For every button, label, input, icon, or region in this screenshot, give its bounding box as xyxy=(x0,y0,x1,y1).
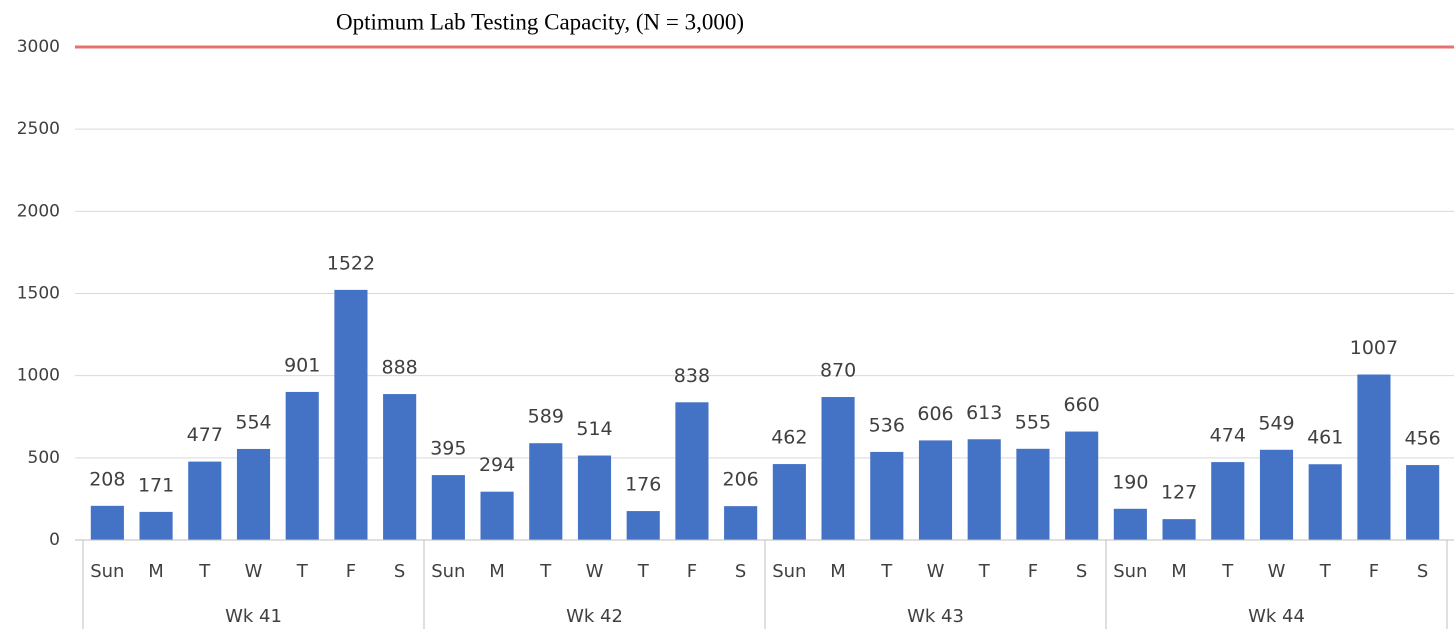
bar xyxy=(918,440,953,540)
data-label: 888 xyxy=(382,357,418,379)
x-tick-label: T xyxy=(637,561,650,582)
x-tick-label: F xyxy=(1369,561,1379,582)
group-label: Wk 44 xyxy=(1248,606,1305,627)
bar xyxy=(90,505,124,540)
bar xyxy=(821,397,855,540)
bar xyxy=(1259,449,1294,540)
bar xyxy=(431,475,465,540)
data-label: 536 xyxy=(869,414,905,436)
data-label: 461 xyxy=(1307,427,1343,449)
x-tick-label: T xyxy=(880,561,893,582)
bar xyxy=(236,448,271,540)
x-tick-label: W xyxy=(1268,561,1286,582)
bar xyxy=(480,491,514,540)
bar xyxy=(675,402,709,540)
data-label: 171 xyxy=(138,474,174,496)
x-tick-label: S xyxy=(394,561,405,582)
x-tick-label: M xyxy=(830,561,846,582)
data-label: 1522 xyxy=(327,252,375,274)
x-tick-label: S xyxy=(1076,561,1087,582)
bar xyxy=(285,391,319,540)
x-tick-label: T xyxy=(296,561,309,582)
group-label: Wk 41 xyxy=(225,606,282,627)
y-tick-label: 2000 xyxy=(17,201,60,221)
bar xyxy=(577,455,612,540)
group-label: Wk 42 xyxy=(566,606,623,627)
data-label: 660 xyxy=(1064,394,1100,416)
bar xyxy=(1357,374,1391,540)
data-label: 176 xyxy=(625,474,661,496)
x-tick-label: F xyxy=(346,561,356,582)
group-label: Wk 43 xyxy=(907,606,964,627)
x-tick-label: M xyxy=(1171,561,1187,582)
x-tick-label: M xyxy=(148,561,164,582)
bar xyxy=(724,506,758,540)
x-tick-label: T xyxy=(539,561,552,582)
bar xyxy=(1065,431,1099,540)
bar xyxy=(967,439,1001,540)
data-label: 549 xyxy=(1258,412,1294,434)
bar xyxy=(1162,519,1196,540)
data-label: 294 xyxy=(479,454,515,476)
x-tick-label: T xyxy=(1319,561,1332,582)
data-label: 613 xyxy=(966,402,1002,424)
data-label: 127 xyxy=(1161,482,1197,504)
bar xyxy=(1113,508,1147,540)
bar xyxy=(1211,462,1245,540)
data-label: 474 xyxy=(1210,425,1246,447)
data-label: 1007 xyxy=(1350,337,1398,359)
bar xyxy=(334,289,368,540)
y-tick-label: 2500 xyxy=(17,119,60,139)
x-tick-label: Sun xyxy=(1113,561,1147,582)
x-tick-label: Sun xyxy=(90,561,124,582)
data-label: 606 xyxy=(917,403,953,425)
x-tick-label: T xyxy=(198,561,211,582)
reference-label: Optimum Lab Testing Capacity, (N = 3,000… xyxy=(336,9,744,34)
x-tick-label: T xyxy=(1221,561,1234,582)
bar xyxy=(1016,448,1050,540)
bar xyxy=(383,394,417,540)
y-tick-label: 500 xyxy=(28,448,60,468)
x-tick-label: W xyxy=(586,561,604,582)
x-tick-label: W xyxy=(927,561,945,582)
x-tick-label: T xyxy=(978,561,991,582)
data-label: 555 xyxy=(1015,411,1051,433)
data-label: 206 xyxy=(723,469,759,491)
data-label: 190 xyxy=(1112,471,1148,493)
data-label: 477 xyxy=(187,424,223,446)
x-tick-label: S xyxy=(735,561,746,582)
data-label: 456 xyxy=(1405,428,1441,450)
y-tick-label: 0 xyxy=(49,530,60,550)
y-tick-label: 1500 xyxy=(17,284,60,304)
bar xyxy=(529,443,563,540)
data-label: 589 xyxy=(528,406,564,428)
data-label: 870 xyxy=(820,360,856,382)
y-tick-label: 1000 xyxy=(17,366,60,386)
data-label: 554 xyxy=(235,411,271,433)
y-tick-label: 3000 xyxy=(17,37,60,57)
data-label: 514 xyxy=(576,418,612,440)
x-tick-label: M xyxy=(489,561,505,582)
x-tick-label: Sun xyxy=(431,561,465,582)
data-label: 395 xyxy=(430,438,466,460)
bar xyxy=(139,511,173,540)
x-tick-label: F xyxy=(1028,561,1038,582)
bar xyxy=(626,511,660,540)
bar xyxy=(1406,465,1440,540)
x-tick-label: S xyxy=(1417,561,1428,582)
x-tick-label: W xyxy=(245,561,263,582)
data-label: 208 xyxy=(89,468,125,490)
bar xyxy=(870,451,904,540)
bar xyxy=(772,464,806,540)
data-label: 462 xyxy=(771,427,807,449)
bar xyxy=(1308,464,1342,540)
bar xyxy=(188,461,222,540)
x-tick-label: Sun xyxy=(772,561,806,582)
data-label: 838 xyxy=(674,365,710,387)
data-label: 901 xyxy=(284,354,320,376)
x-tick-label: F xyxy=(687,561,697,582)
